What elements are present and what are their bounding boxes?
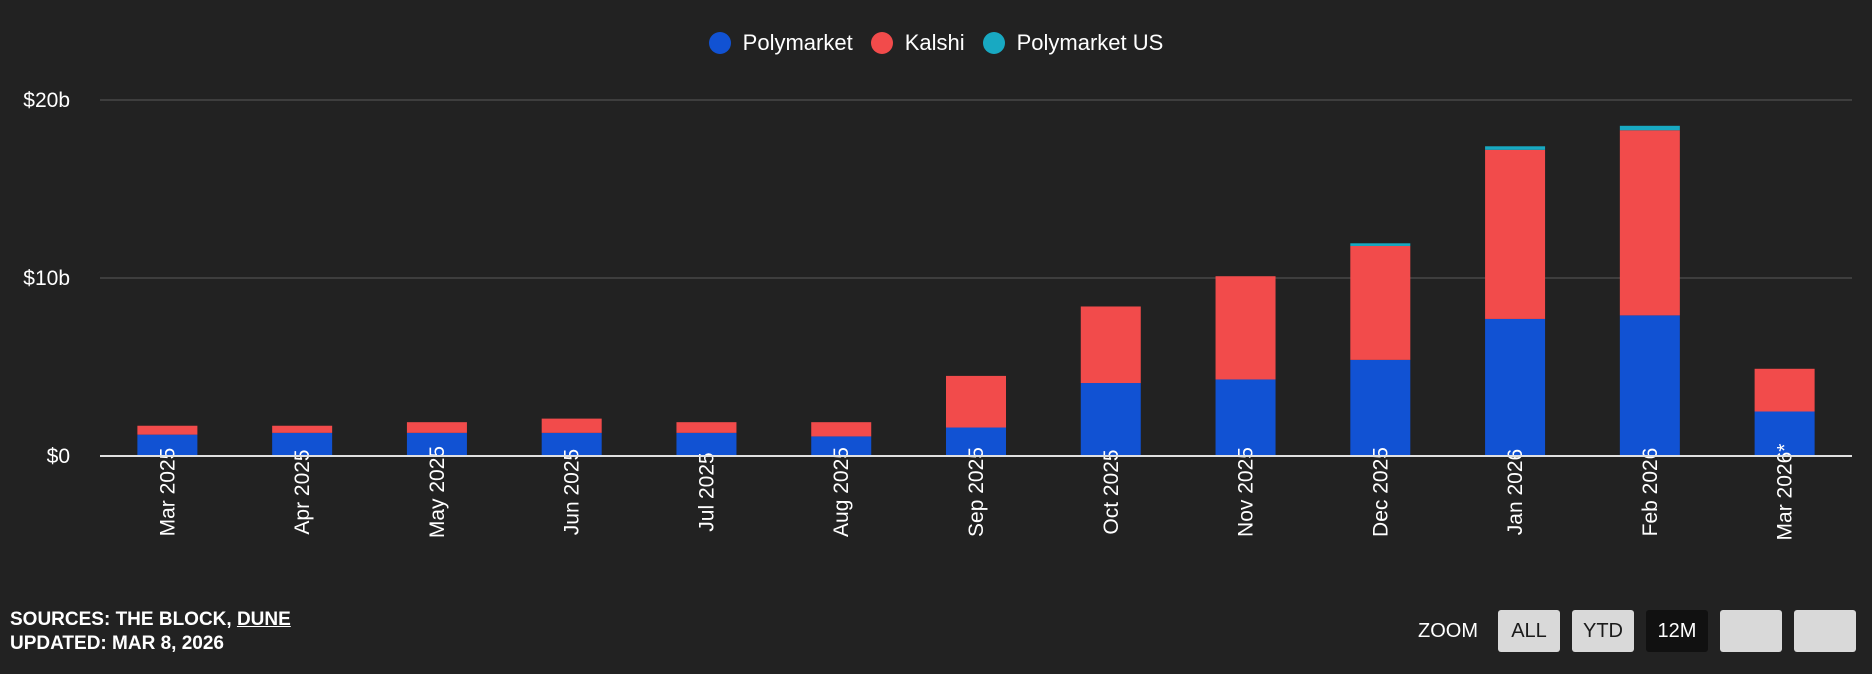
x-tick-label: Mar 2025 xyxy=(156,448,179,537)
zoom-extra-button-2[interactable] xyxy=(1794,610,1856,652)
x-tick-label: May 2025 xyxy=(426,446,449,538)
sources-text: SOURCES: THE BLOCK, xyxy=(10,609,237,630)
bar-segment-polymarket[interactable] xyxy=(272,432,333,456)
footer-sources: SOURCES: THE BLOCK, DUNE UPDATED: MAR 8,… xyxy=(10,608,291,656)
bar-segment-polymarket[interactable] xyxy=(406,432,467,456)
bar-segment-polymarket-us[interactable] xyxy=(1619,125,1680,131)
bar-segment-kalshi[interactable] xyxy=(137,425,198,435)
legend-label-polymarket: Polymarket xyxy=(742,30,853,55)
legend-label-kalshi: Kalshi xyxy=(904,30,965,55)
legend-item-polymarket[interactable]: Polymarket xyxy=(708,30,853,56)
x-tick-label: Jun 2025 xyxy=(561,449,584,535)
legend-label-polymarket-us: Polymarket US xyxy=(1016,30,1164,55)
x-tick-label: Dec 2025 xyxy=(1369,447,1392,537)
zoom-extra-button-1[interactable] xyxy=(1720,610,1782,652)
bar-segment-kalshi[interactable] xyxy=(811,422,872,437)
legend-marker-kalshi xyxy=(870,32,893,54)
legend-marker-polymarket-us xyxy=(982,32,1005,54)
x-tick-label: Sep 2025 xyxy=(965,447,988,537)
bar-segment-polymarket[interactable] xyxy=(676,432,737,456)
x-tick-label: Nov 2025 xyxy=(1235,447,1258,537)
bar-segment-polymarket[interactable] xyxy=(1619,315,1680,456)
x-tick-label: Apr 2025 xyxy=(291,449,314,534)
bar-segment-polymarket[interactable] xyxy=(811,436,872,456)
zoom-ytd-button[interactable]: YTD xyxy=(1572,610,1634,652)
bar-segment-kalshi[interactable] xyxy=(272,425,333,433)
bar-segment-polymarket-us[interactable] xyxy=(1350,243,1411,246)
chart-legend: Polymarket Kalshi Polymarket US xyxy=(0,30,1872,56)
x-tick-label: Mar 2026* xyxy=(1774,444,1797,541)
bar-segment-kalshi[interactable] xyxy=(1754,368,1815,412)
bar-segment-polymarket[interactable] xyxy=(137,434,198,456)
bar-segment-kalshi[interactable] xyxy=(676,422,737,433)
bar-segment-kalshi[interactable] xyxy=(541,418,602,433)
zoom-12m-button[interactable]: 12M xyxy=(1646,610,1708,652)
bar-segment-kalshi[interactable] xyxy=(1215,276,1276,380)
legend-marker-polymarket xyxy=(708,32,731,54)
stacked-bar-chart: $0 $10b $20b Mar 2025 Apr 2025 May 2025 Jun 20… xyxy=(23,89,1852,541)
bar-segment-kalshi[interactable] xyxy=(1080,306,1141,384)
updated-text: UPDATED: MAR 8, 2026 xyxy=(10,633,224,654)
x-tick-label: Oct 2025 xyxy=(1100,449,1123,534)
zoom-label: ZOOM xyxy=(1418,619,1478,642)
legend-item-polymarket-us[interactable]: Polymarket US xyxy=(982,30,1164,56)
bar-segment-kalshi[interactable] xyxy=(1619,130,1680,316)
bar-segment-polymarket[interactable] xyxy=(1754,411,1815,457)
bar-segment-kalshi[interactable] xyxy=(1350,245,1411,360)
x-tick-label: Aug 2025 xyxy=(830,447,853,537)
bar-segment-polymarket[interactable] xyxy=(1485,318,1546,456)
y-tick-label: $10b xyxy=(23,267,70,290)
bar-segment-polymarket[interactable] xyxy=(1080,383,1141,456)
sources-line: SOURCES: THE BLOCK, DUNE xyxy=(10,608,291,632)
y-tick-label: $0 xyxy=(47,445,70,468)
x-tick-label: Jan 2026 xyxy=(1504,449,1527,535)
bar-segment-polymarket[interactable] xyxy=(541,432,602,456)
bar-segment-polymarket-us[interactable] xyxy=(1485,146,1546,150)
x-tick-label: Jul 2025 xyxy=(695,452,718,531)
bar-segment-kalshi[interactable] xyxy=(946,375,1006,428)
x-tick-label: Feb 2026 xyxy=(1639,448,1662,537)
bar-segment-polymarket[interactable] xyxy=(1350,359,1411,456)
bar-segment-kalshi[interactable] xyxy=(1485,149,1546,319)
zoom-all-button[interactable]: ALL xyxy=(1498,610,1560,652)
dune-link[interactable]: DUNE xyxy=(236,609,291,630)
bar-segment-polymarket[interactable] xyxy=(1215,379,1276,456)
bar-segment-polymarket[interactable] xyxy=(946,427,1006,456)
zoom-controls: ZOOM ALL YTD 12M xyxy=(1418,610,1856,652)
legend-item-kalshi[interactable]: Kalshi xyxy=(870,30,965,56)
y-tick-label: $20b xyxy=(23,89,70,112)
bar-segment-kalshi[interactable] xyxy=(406,422,467,433)
